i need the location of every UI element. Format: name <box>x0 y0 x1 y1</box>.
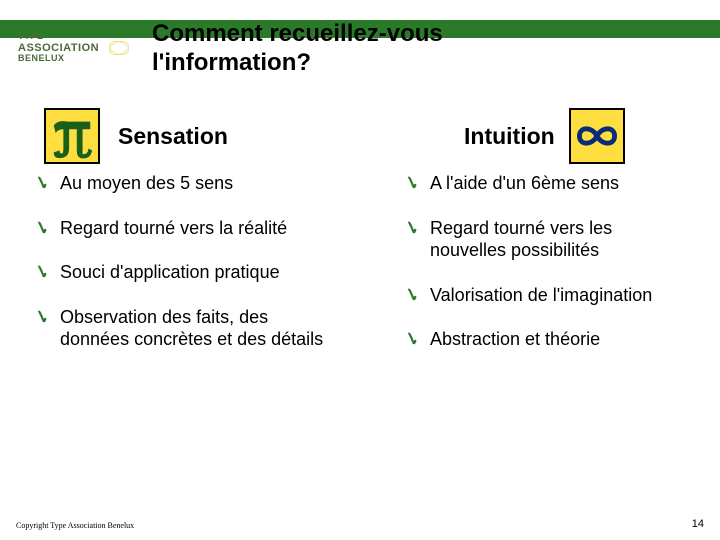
column-sensation: Sensation ✓ Au moyen des 5 sens ✓ Regard… <box>0 108 360 373</box>
item-text: Souci d'application pratique <box>60 261 332 284</box>
footer-copyright: Copyright Type Association Benelux <box>16 521 134 530</box>
slide: TYPE ASSOCIATION BENELUX Comment recueil… <box>0 0 720 540</box>
logo: TYPE ASSOCIATION BENELUX <box>18 22 138 74</box>
list-item: ✓ Regard tourné vers la réalité <box>44 217 332 240</box>
list-item: ✓ Valorisation de l'imagination <box>404 284 692 307</box>
check-icon: ✓ <box>404 217 430 240</box>
list-sensation: ✓ Au moyen des 5 sens ✓ Regard tourné ve… <box>44 172 332 351</box>
page-title: Comment recueillez-vous l'information? <box>152 20 443 78</box>
list-item: ✓ A l'aide d'un 6ème sens <box>404 172 692 195</box>
column-intuition: Intuition ✓ A l'aide d'un 6ème sens ✓ Re… <box>360 108 720 373</box>
check-icon: ✓ <box>34 306 60 329</box>
heading-sensation: Sensation <box>118 123 228 150</box>
heading-intuition: Intuition <box>464 123 555 150</box>
list-intuition: ✓ A l'aide d'un 6ème sens ✓ Regard tourn… <box>404 172 692 351</box>
check-icon: ✓ <box>404 328 430 351</box>
item-text: Abstraction et théorie <box>430 328 692 351</box>
check-icon: ✓ <box>34 261 60 284</box>
infinity-icon <box>569 108 625 164</box>
item-text: Regard tourné vers la réalité <box>60 217 332 240</box>
check-icon: ✓ <box>404 284 430 307</box>
list-item: ✓ Regard tourné vers les nouvelles possi… <box>404 217 692 262</box>
logo-text: TYPE ASSOCIATION BENELUX <box>18 32 99 64</box>
list-item: ✓ Observation des faits, des données con… <box>44 306 332 351</box>
header: TYPE ASSOCIATION BENELUX Comment recueil… <box>0 12 720 72</box>
title-line1: Comment recueillez-vous <box>152 20 443 47</box>
column-heading-right: Intuition <box>404 108 692 164</box>
check-icon: ✓ <box>34 172 60 195</box>
list-item: ✓ Au moyen des 5 sens <box>44 172 332 195</box>
title-line2: l'information? <box>152 49 311 76</box>
list-item: ✓ Souci d'application pratique <box>44 261 332 284</box>
item-text: A l'aide d'un 6ème sens <box>430 172 692 195</box>
check-icon: ✓ <box>404 172 430 195</box>
footer-page-number: 14 <box>692 518 704 530</box>
logo-swirl-icon <box>105 37 133 59</box>
item-text: Au moyen des 5 sens <box>60 172 332 195</box>
item-text: Valorisation de l'imagination <box>430 284 692 307</box>
check-icon: ✓ <box>34 217 60 240</box>
column-heading-left: Sensation <box>44 108 332 164</box>
content: Sensation ✓ Au moyen des 5 sens ✓ Regard… <box>0 108 720 373</box>
list-item: ✓ Abstraction et théorie <box>404 328 692 351</box>
logo-line3: BENELUX <box>18 54 99 64</box>
item-text: Regard tourné vers les nouvelles possibi… <box>430 217 692 262</box>
logo-line1: TYPE <box>18 32 99 42</box>
item-text: Observation des faits, des données concr… <box>60 306 332 351</box>
pi-icon <box>44 108 100 164</box>
